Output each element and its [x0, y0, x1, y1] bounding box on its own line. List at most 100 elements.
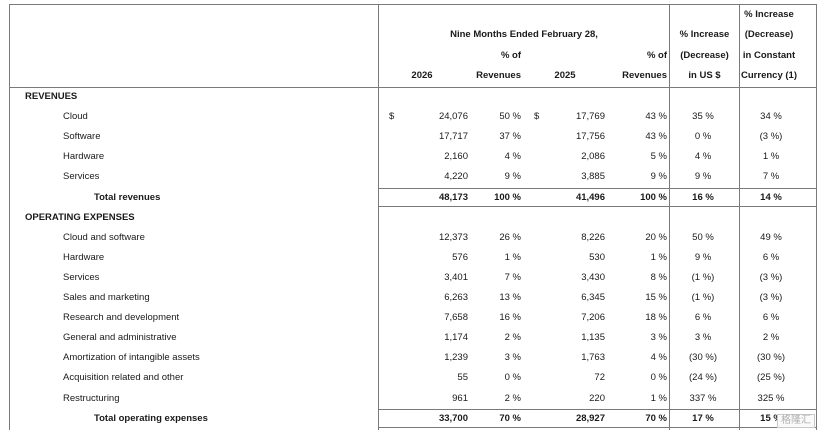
change-usd-cell: 3 %: [694, 332, 712, 343]
header-2025-pct-1: % of: [646, 50, 667, 61]
change-usd-cell: 337 %: [689, 393, 717, 404]
change-cc-cell: 7 %: [762, 171, 780, 182]
pct-2026-cell: 16 %: [499, 312, 521, 323]
section-heading: REVENUES: [25, 91, 78, 102]
pct-2026-cell: 50 %: [499, 111, 521, 122]
total-rule: [379, 188, 817, 189]
value-2026-cell: 12,373: [438, 232, 468, 243]
row-label: Acquisition related and other: [63, 372, 184, 383]
value-2025-cell: 3,430: [581, 272, 605, 283]
pct-2025-cell: 3 %: [650, 332, 667, 343]
value-2025-cell: 220: [589, 393, 605, 404]
row-label: Cloud: [63, 111, 88, 122]
value-2025-cell: 2,086: [581, 151, 605, 162]
pct-2026-cell: 100 %: [494, 192, 521, 203]
header-2026-pct-1: % of: [500, 50, 521, 61]
change-cc-cell: 34 %: [760, 111, 782, 122]
pct-2025-cell: 1 %: [650, 393, 667, 404]
change-cc-cell: (25 %): [757, 372, 785, 383]
row-label: General and administrative: [63, 332, 177, 343]
pct-2026-cell: 2 %: [504, 332, 521, 343]
change-cc-cell: 1 %: [762, 151, 780, 162]
pct-2026-cell: 4 %: [504, 151, 521, 162]
value-2025-cell: 1,135: [581, 332, 605, 343]
change-cc-cell: 325 %: [757, 393, 785, 404]
total-bottom-rule: [379, 427, 817, 428]
change-usd-cell: 17 %: [692, 413, 714, 424]
value-2026-cell: 1,239: [444, 352, 468, 363]
change-usd-cell: 4 %: [694, 151, 712, 162]
row-label: Amortization of intangible assets: [63, 352, 200, 363]
value-2025-cell: 6,345: [581, 292, 605, 303]
column-divider: [739, 4, 740, 430]
pct-2025-cell: 5 %: [650, 151, 667, 162]
change-cc-cell: (30 %): [757, 352, 785, 363]
pct-2026-cell: 7 %: [504, 272, 521, 283]
header-cc-2: (Decrease): [744, 29, 794, 40]
pct-2025-cell: 18 %: [645, 312, 667, 323]
pct-2025-cell: 20 %: [645, 232, 667, 243]
change-cc-cell: 14 %: [760, 192, 782, 203]
change-cc-cell: 49 %: [760, 232, 782, 243]
change-usd-cell: 9 %: [694, 171, 712, 182]
pct-2026-cell: 37 %: [499, 131, 521, 142]
change-cc-cell: 6 %: [762, 312, 780, 323]
pct-2025-cell: 0 %: [650, 372, 667, 383]
value-2026-cell: 4,220: [444, 171, 468, 182]
change-usd-cell: 16 %: [692, 192, 714, 203]
value-2026-cell: 24,076: [438, 111, 468, 122]
currency-symbol: $: [534, 111, 540, 122]
value-2025-cell: 8,226: [581, 232, 605, 243]
change-usd-cell: 50 %: [692, 232, 714, 243]
total-bottom-rule: [379, 206, 817, 207]
total-row-label: Total revenues: [94, 192, 161, 203]
change-usd-cell: 6 %: [694, 312, 712, 323]
value-2025-cell: 41,496: [575, 192, 605, 203]
table-frame: [9, 4, 817, 430]
change-cc-cell: 2 %: [762, 332, 780, 343]
row-label: Services: [63, 171, 100, 182]
pct-2025-cell: 9 %: [650, 171, 667, 182]
value-2025-cell: 530: [589, 252, 605, 263]
pct-2026-cell: 3 %: [504, 352, 521, 363]
change-usd-cell: 0 %: [694, 131, 712, 142]
period-title: Nine Months Ended February 28,: [450, 29, 598, 40]
pct-2025-cell: 100 %: [640, 192, 667, 203]
header-cc-1: % Increase: [744, 9, 794, 20]
value-2026-cell: 2,160: [444, 151, 468, 162]
value-2025-cell: 28,927: [575, 413, 605, 424]
value-2026-cell: 3,401: [444, 272, 468, 283]
row-label: Software: [63, 131, 101, 142]
column-divider: [378, 4, 379, 430]
column-divider: [669, 4, 670, 430]
pct-2026-cell: 1 %: [504, 252, 521, 263]
header-2026-pct-2: Revenues: [476, 70, 521, 81]
value-2026-cell: 17,717: [438, 131, 468, 142]
change-usd-cell: 9 %: [694, 252, 712, 263]
pct-2025-cell: 43 %: [645, 111, 667, 122]
value-2025-cell: 17,756: [575, 131, 605, 142]
header-2025: 2025: [554, 70, 576, 81]
value-2026-cell: 48,173: [438, 192, 468, 203]
change-cc-cell: 6 %: [762, 252, 780, 263]
pct-2025-cell: 4 %: [650, 352, 667, 363]
header-rule: [9, 87, 817, 88]
value-2026-cell: 576: [452, 252, 468, 263]
row-label: Hardware: [63, 151, 105, 162]
currency-symbol: $: [389, 111, 395, 122]
change-cc-cell: (3 %): [759, 272, 783, 283]
change-usd-cell: (1 %): [691, 272, 715, 283]
value-2026-cell: 1,174: [444, 332, 468, 343]
row-label: Services: [63, 272, 100, 283]
pct-2026-cell: 2 %: [504, 393, 521, 404]
row-label: Restructuring: [63, 393, 120, 404]
pct-2025-cell: 43 %: [645, 131, 667, 142]
watermark-logo: 格隆汇: [777, 414, 815, 428]
value-2026-cell: 6,263: [444, 292, 468, 303]
header-2025-pct-2: Revenues: [622, 70, 667, 81]
pct-2025-cell: 15 %: [645, 292, 667, 303]
pct-2026-cell: 13 %: [499, 292, 521, 303]
total-rule: [379, 409, 817, 410]
change-cc-cell: (3 %): [759, 131, 783, 142]
value-2025-cell: 72: [594, 372, 605, 383]
